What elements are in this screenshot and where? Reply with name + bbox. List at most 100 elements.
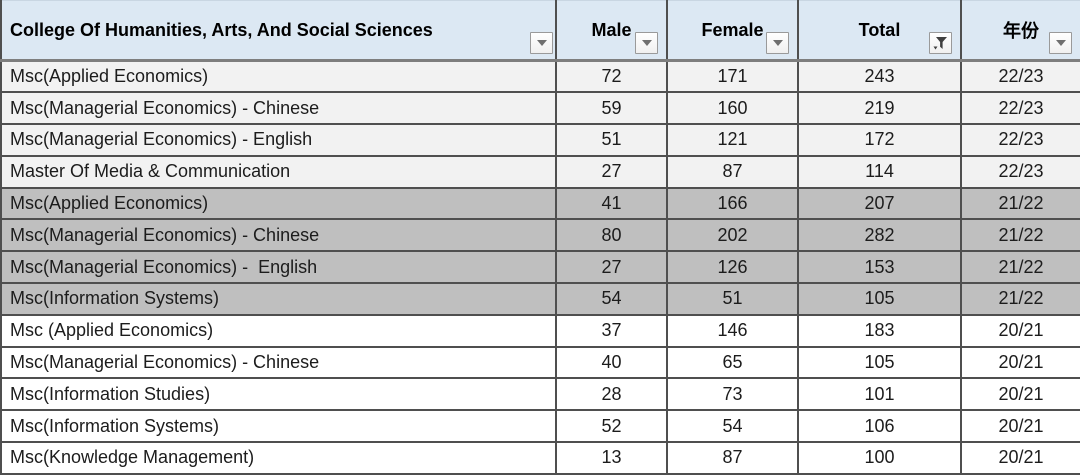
male-count-cell[interactable]: 72 — [555, 59, 668, 94]
total-count-cell[interactable]: 219 — [797, 91, 962, 126]
filter-button-female[interactable] — [766, 32, 789, 54]
male-count-cell[interactable]: 59 — [555, 91, 668, 126]
table-row: Msc(Information Studies) 28 73 101 20/21 — [0, 377, 1080, 412]
table-row: Msc(Information Systems) 54 51 105 21/22 — [0, 282, 1080, 316]
program-cell[interactable]: Msc(Managerial Economics) - Chinese — [0, 91, 557, 126]
year-cell[interactable]: 22/23 — [960, 59, 1080, 94]
year-cell[interactable]: 20/21 — [960, 345, 1080, 380]
total-count-cell[interactable]: 172 — [797, 123, 962, 157]
year-cell[interactable]: 21/22 — [960, 186, 1080, 221]
table-row: Msc(Applied Economics) 41 166 207 21/22 — [0, 186, 1080, 221]
male-count-cell[interactable]: 51 — [555, 123, 668, 157]
filter-button-program[interactable] — [530, 32, 553, 54]
male-count-cell[interactable]: 37 — [555, 313, 668, 348]
year-cell[interactable]: 21/22 — [960, 250, 1080, 285]
female-count-cell[interactable]: 65 — [666, 345, 799, 380]
dropdown-arrow-icon — [641, 40, 652, 46]
dropdown-arrow-icon — [1055, 40, 1066, 46]
female-count-cell[interactable]: 87 — [666, 154, 799, 189]
program-cell[interactable]: Msc(Information Systems) — [0, 282, 557, 316]
filter-button-total[interactable] — [929, 32, 952, 54]
table-row: Msc(Knowledge Management) 13 87 100 20/2… — [0, 441, 1080, 475]
program-cell[interactable]: Msc(Managerial Economics) - Chinese — [0, 218, 557, 253]
total-count-cell[interactable]: 100 — [797, 441, 962, 475]
filter-button-year[interactable] — [1049, 32, 1072, 54]
table-header: College Of Humanities, Arts, And Social … — [0, 0, 1080, 62]
year-cell[interactable]: 20/21 — [960, 441, 1080, 475]
male-count-cell[interactable]: 52 — [555, 409, 668, 444]
table-row: Msc(Applied Economics) 72 171 243 22/23 — [0, 59, 1080, 94]
year-cell[interactable]: 20/21 — [960, 313, 1080, 348]
female-count-cell[interactable]: 166 — [666, 186, 799, 221]
total-count-cell[interactable]: 106 — [797, 409, 962, 444]
total-count-cell[interactable]: 282 — [797, 218, 962, 253]
female-count-cell[interactable]: 87 — [666, 441, 799, 475]
male-count-cell[interactable]: 27 — [555, 154, 668, 189]
female-count-cell[interactable]: 73 — [666, 377, 799, 412]
dropdown-arrow-icon — [536, 40, 547, 46]
program-cell[interactable]: Msc(Applied Economics) — [0, 59, 557, 94]
total-count-cell[interactable]: 207 — [797, 186, 962, 221]
table-row: Master Of Media & Communication 27 87 11… — [0, 154, 1080, 189]
female-count-cell[interactable]: 202 — [666, 218, 799, 253]
column-header-male-label: Male — [591, 19, 632, 40]
program-cell[interactable]: Msc(Managerial Economics) - English — [0, 123, 557, 157]
total-count-cell[interactable]: 101 — [797, 377, 962, 412]
year-cell[interactable]: 22/23 — [960, 154, 1080, 189]
total-count-cell[interactable]: 243 — [797, 59, 962, 94]
table-row: Msc(Managerial Economics) - Chinese 80 2… — [0, 218, 1080, 253]
column-header-total[interactable]: Total — [797, 0, 962, 62]
dropdown-arrow-icon — [772, 40, 783, 46]
female-count-cell[interactable]: 160 — [666, 91, 799, 126]
male-count-cell[interactable]: 13 — [555, 441, 668, 475]
column-header-female[interactable]: Female — [666, 0, 799, 62]
table-row: Msc(Managerial Economics) - English 27 1… — [0, 250, 1080, 285]
year-cell[interactable]: 22/23 — [960, 123, 1080, 157]
column-header-year[interactable]: 年份 — [960, 0, 1080, 62]
program-cell[interactable]: Master Of Media & Communication — [0, 154, 557, 189]
column-header-program-label: College Of Humanities, Arts, And Social … — [10, 19, 433, 40]
column-header-program[interactable]: College Of Humanities, Arts, And Social … — [0, 0, 557, 62]
program-cell[interactable]: Msc(Managerial Economics) - Chinese — [0, 345, 557, 380]
female-count-cell[interactable]: 126 — [666, 250, 799, 285]
program-cell[interactable]: Msc(Information Systems) — [0, 409, 557, 444]
year-cell[interactable]: 20/21 — [960, 377, 1080, 412]
table-row: Msc(Managerial Economics) - Chinese 40 6… — [0, 345, 1080, 380]
column-header-total-label: Total — [858, 19, 901, 40]
program-cell[interactable]: Msc (Applied Economics) — [0, 313, 557, 348]
table-body: Msc(Applied Economics) 72 171 243 22/23 … — [0, 59, 1080, 475]
program-cell[interactable]: Msc(Managerial Economics) - English — [0, 250, 557, 285]
table-row: Msc (Applied Economics) 37 146 183 20/21 — [0, 313, 1080, 348]
male-count-cell[interactable]: 28 — [555, 377, 668, 412]
program-cell[interactable]: Msc(Knowledge Management) — [0, 441, 557, 475]
year-cell[interactable]: 21/22 — [960, 218, 1080, 253]
male-count-cell[interactable]: 27 — [555, 250, 668, 285]
female-count-cell[interactable]: 51 — [666, 282, 799, 316]
table-row: Msc(Managerial Economics) - Chinese 59 1… — [0, 91, 1080, 126]
program-cell[interactable]: Msc(Information Studies) — [0, 377, 557, 412]
male-count-cell[interactable]: 40 — [555, 345, 668, 380]
program-cell[interactable]: Msc(Applied Economics) — [0, 186, 557, 221]
total-count-cell[interactable]: 183 — [797, 313, 962, 348]
funnel-active-icon — [933, 37, 947, 50]
female-count-cell[interactable]: 54 — [666, 409, 799, 444]
female-count-cell[interactable]: 146 — [666, 313, 799, 348]
total-count-cell[interactable]: 114 — [797, 154, 962, 189]
male-count-cell[interactable]: 41 — [555, 186, 668, 221]
male-count-cell[interactable]: 80 — [555, 218, 668, 253]
header-row: College Of Humanities, Arts, And Social … — [0, 0, 1080, 62]
column-header-male[interactable]: Male — [555, 0, 668, 62]
total-count-cell[interactable]: 105 — [797, 282, 962, 316]
filter-button-male[interactable] — [635, 32, 658, 54]
total-count-cell[interactable]: 153 — [797, 250, 962, 285]
table-row: Msc(Information Systems) 52 54 106 20/21 — [0, 409, 1080, 444]
female-count-cell[interactable]: 171 — [666, 59, 799, 94]
total-count-cell[interactable]: 105 — [797, 345, 962, 380]
year-cell[interactable]: 21/22 — [960, 282, 1080, 316]
column-header-female-label: Female — [701, 19, 764, 40]
male-count-cell[interactable]: 54 — [555, 282, 668, 316]
female-count-cell[interactable]: 121 — [666, 123, 799, 157]
year-cell[interactable]: 20/21 — [960, 409, 1080, 444]
year-cell[interactable]: 22/23 — [960, 91, 1080, 126]
